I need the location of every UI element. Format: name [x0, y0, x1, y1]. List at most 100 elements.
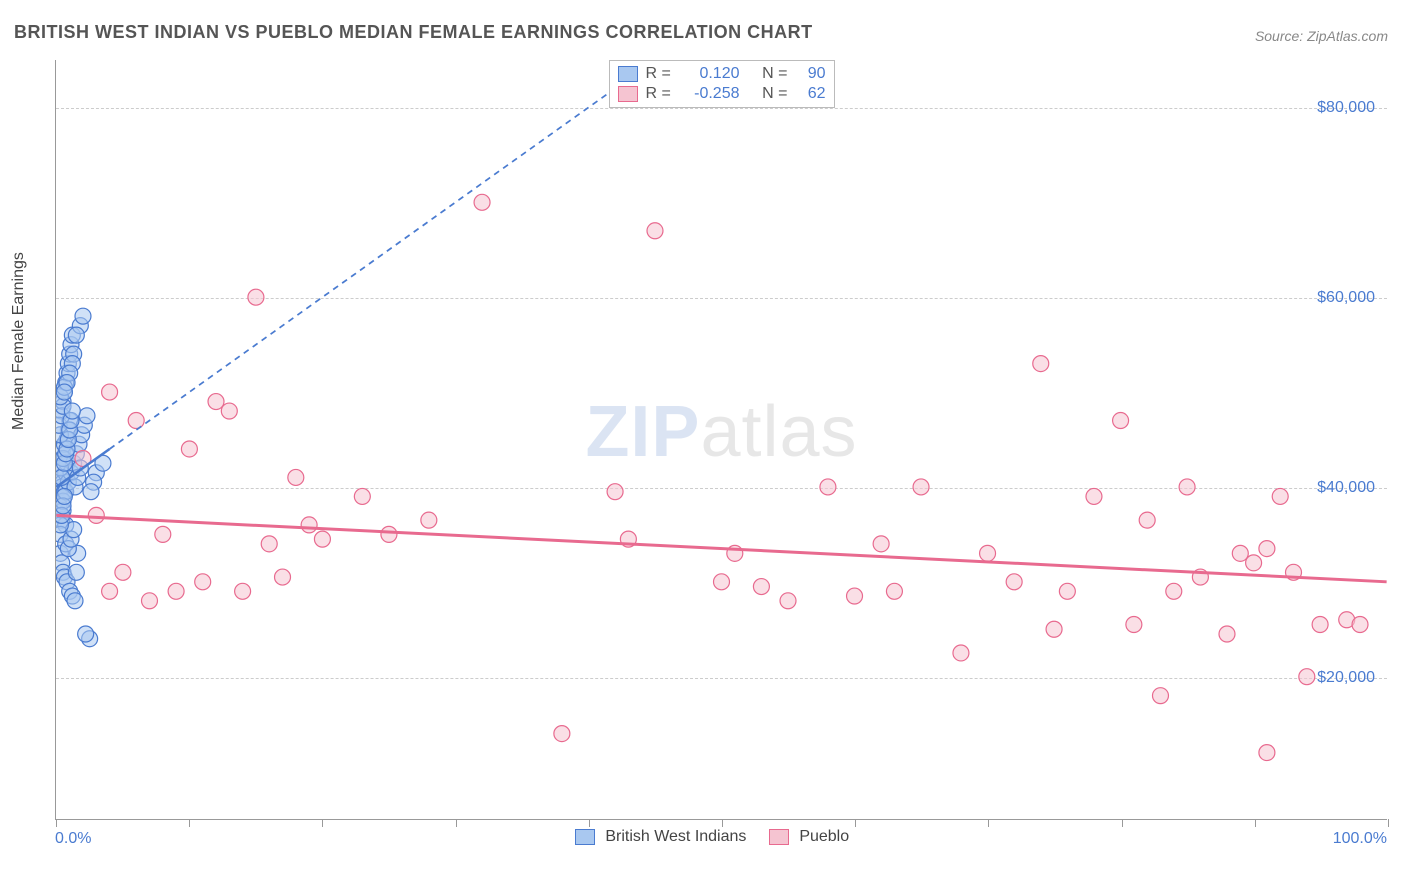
data-point: [88, 507, 104, 523]
data-point: [68, 564, 84, 580]
trend-line: [56, 515, 1386, 581]
data-point: [1259, 745, 1275, 761]
data-point: [953, 645, 969, 661]
data-point: [1272, 488, 1288, 504]
data-point: [181, 441, 197, 457]
data-point: [980, 545, 996, 561]
data-point: [1179, 479, 1195, 495]
data-point: [128, 413, 144, 429]
data-point: [115, 564, 131, 580]
data-point: [168, 583, 184, 599]
data-point: [288, 469, 304, 485]
data-point: [64, 403, 80, 419]
data-point: [142, 593, 158, 609]
data-point: [1246, 555, 1262, 571]
data-point: [1352, 617, 1368, 633]
data-point: [155, 526, 171, 542]
data-point: [1006, 574, 1022, 590]
legend-swatch-pueblo-bottom: [769, 829, 789, 845]
trend-line-extrapolated: [110, 60, 655, 449]
x-tick: [988, 819, 989, 827]
data-point: [83, 484, 99, 500]
r-label: R =: [646, 85, 676, 103]
data-point: [381, 526, 397, 542]
r-value-pueblo: -0.258: [684, 85, 740, 103]
legend-label-bwi: British West Indians: [605, 828, 746, 845]
data-point: [102, 583, 118, 599]
data-point: [820, 479, 836, 495]
x-tick: [189, 819, 190, 827]
data-point: [78, 626, 94, 642]
data-point: [56, 488, 72, 504]
data-point: [1033, 356, 1049, 372]
data-point: [75, 308, 91, 324]
data-point: [714, 574, 730, 590]
chart-canvas: [56, 60, 1387, 819]
data-point: [1166, 583, 1182, 599]
data-point: [221, 403, 237, 419]
data-point: [1259, 541, 1275, 557]
data-point: [68, 327, 84, 343]
source-attribution: Source: ZipAtlas.com: [1255, 28, 1388, 44]
data-point: [886, 583, 902, 599]
legend-swatch-bwi-bottom: [575, 829, 595, 845]
data-point: [647, 223, 663, 239]
data-point: [301, 517, 317, 533]
x-tick: [1122, 819, 1123, 827]
data-point: [780, 593, 796, 609]
x-tick: [322, 819, 323, 827]
data-point: [1219, 626, 1235, 642]
n-label: N =: [752, 65, 788, 83]
data-point: [102, 384, 118, 400]
data-point: [354, 488, 370, 504]
data-point: [1299, 669, 1315, 685]
data-point: [1113, 413, 1129, 429]
x-tick: [589, 819, 590, 827]
x-tick: [56, 819, 57, 827]
data-point: [275, 569, 291, 585]
data-point: [1152, 688, 1168, 704]
legend-swatch-bwi: [618, 66, 638, 82]
correlation-legend: R = 0.120 N = 90 R = -0.258 N = 62: [609, 60, 835, 108]
r-value-bwi: 0.120: [684, 65, 740, 83]
data-point: [235, 583, 251, 599]
legend-label-pueblo: Pueblo: [799, 828, 849, 845]
y-axis-label: Median Female Earnings: [10, 252, 28, 430]
legend-swatch-pueblo: [618, 86, 638, 102]
data-point: [873, 536, 889, 552]
n-value-bwi: 90: [796, 65, 826, 83]
legend-row-bwi: R = 0.120 N = 90: [618, 64, 826, 84]
data-point: [1126, 617, 1142, 633]
x-tick: [456, 819, 457, 827]
x-tick: [855, 819, 856, 827]
data-point: [314, 531, 330, 547]
data-point: [79, 408, 95, 424]
data-point: [1232, 545, 1248, 561]
data-point: [913, 479, 929, 495]
data-point: [67, 593, 83, 609]
data-point: [554, 726, 570, 742]
data-point: [1139, 512, 1155, 528]
data-point: [56, 384, 72, 400]
plot-area: ZIPatlas R = 0.120 N = 90 R = -0.258 N =…: [55, 60, 1387, 820]
x-tick: [1255, 819, 1256, 827]
data-point: [1312, 617, 1328, 633]
data-point: [753, 579, 769, 595]
chart-title: BRITISH WEST INDIAN VS PUEBLO MEDIAN FEM…: [14, 22, 813, 43]
data-point: [1086, 488, 1102, 504]
data-point: [248, 289, 264, 305]
data-point: [1059, 583, 1075, 599]
x-tick: [1388, 819, 1389, 827]
data-point: [607, 484, 623, 500]
data-point: [421, 512, 437, 528]
data-point: [208, 394, 224, 410]
x-tick: [722, 819, 723, 827]
data-point: [195, 574, 211, 590]
data-point: [847, 588, 863, 604]
n-value-pueblo: 62: [796, 85, 826, 103]
series-legend: British West Indians Pueblo: [0, 828, 1406, 846]
r-label: R =: [646, 65, 676, 83]
legend-row-pueblo: R = -0.258 N = 62: [618, 84, 826, 104]
n-label: N =: [752, 85, 788, 103]
data-point: [1046, 621, 1062, 637]
